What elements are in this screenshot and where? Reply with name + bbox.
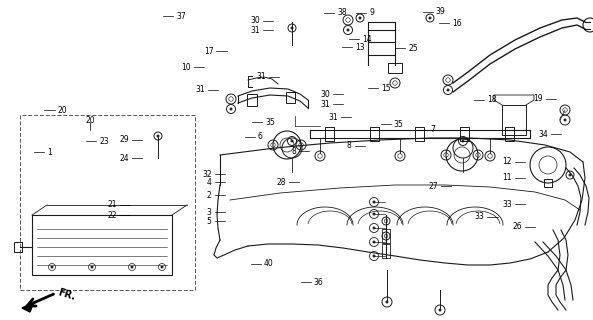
Text: 31: 31 <box>195 85 205 94</box>
Text: 5: 5 <box>207 217 212 226</box>
Text: 30: 30 <box>320 90 330 99</box>
Polygon shape <box>22 302 34 312</box>
Text: 14: 14 <box>362 35 372 44</box>
Circle shape <box>359 17 361 19</box>
Circle shape <box>373 227 375 229</box>
Text: 15: 15 <box>381 84 391 92</box>
Bar <box>505 127 515 141</box>
Text: 37: 37 <box>176 12 186 20</box>
Bar <box>416 127 425 141</box>
Bar <box>371 127 380 141</box>
Circle shape <box>161 266 163 268</box>
Circle shape <box>91 266 93 268</box>
Text: 34: 34 <box>538 130 548 139</box>
Circle shape <box>373 213 375 215</box>
Bar <box>247 94 257 106</box>
Circle shape <box>373 241 375 243</box>
Bar <box>502 105 526 135</box>
Text: 33: 33 <box>502 200 512 209</box>
Circle shape <box>291 140 293 142</box>
Text: 18: 18 <box>487 95 496 104</box>
Text: 10: 10 <box>181 63 191 72</box>
Text: 33: 33 <box>474 212 484 221</box>
Text: 20: 20 <box>85 116 95 124</box>
Circle shape <box>51 266 53 268</box>
Bar <box>14 242 22 252</box>
Text: 2: 2 <box>207 191 212 200</box>
Bar <box>388 63 402 73</box>
Text: 26: 26 <box>513 222 522 231</box>
Bar <box>286 92 295 102</box>
Text: 31: 31 <box>329 113 338 122</box>
Text: 28: 28 <box>276 178 286 187</box>
Text: 12: 12 <box>502 157 512 166</box>
Text: 4: 4 <box>207 178 212 187</box>
Text: 31: 31 <box>256 72 266 81</box>
Text: 6: 6 <box>258 132 263 141</box>
Text: 8: 8 <box>347 141 352 150</box>
Text: 35: 35 <box>394 120 404 129</box>
Text: 30: 30 <box>250 16 260 25</box>
Text: 31: 31 <box>321 100 330 108</box>
Circle shape <box>347 29 349 31</box>
Bar <box>461 127 470 141</box>
Circle shape <box>439 309 441 311</box>
Text: 38: 38 <box>337 8 347 17</box>
Circle shape <box>462 140 464 142</box>
Circle shape <box>386 301 388 303</box>
Text: 39: 39 <box>436 7 446 16</box>
Text: FR.: FR. <box>57 288 77 302</box>
Bar <box>326 127 334 141</box>
Circle shape <box>564 119 566 121</box>
Text: 17: 17 <box>204 47 213 56</box>
Circle shape <box>291 27 293 29</box>
Text: 13: 13 <box>355 43 365 52</box>
Text: 36: 36 <box>314 278 324 287</box>
Circle shape <box>373 201 375 203</box>
Text: 16: 16 <box>452 19 461 28</box>
Text: 8: 8 <box>291 147 296 156</box>
Text: 32: 32 <box>202 170 212 179</box>
Text: 3: 3 <box>207 208 212 217</box>
Bar <box>382 244 390 258</box>
Circle shape <box>429 17 431 19</box>
Bar <box>32 215 172 275</box>
Text: 21: 21 <box>108 200 117 209</box>
Text: 31: 31 <box>250 26 260 35</box>
Text: 22: 22 <box>108 211 117 220</box>
Text: 27: 27 <box>429 182 438 191</box>
Text: 40: 40 <box>264 260 274 268</box>
Bar <box>382 229 390 243</box>
Circle shape <box>157 135 159 137</box>
Text: 7: 7 <box>430 125 435 134</box>
Text: 9: 9 <box>369 8 374 17</box>
Text: 1: 1 <box>47 148 52 156</box>
Circle shape <box>131 266 133 268</box>
Text: 19: 19 <box>533 94 543 103</box>
Circle shape <box>447 89 449 91</box>
Bar <box>544 179 552 187</box>
Text: 20: 20 <box>58 106 67 115</box>
Circle shape <box>230 108 232 110</box>
Text: 29: 29 <box>119 135 129 144</box>
Text: 11: 11 <box>502 173 512 182</box>
Text: 23: 23 <box>99 137 109 146</box>
Circle shape <box>373 255 375 257</box>
Text: 25: 25 <box>408 44 417 52</box>
Bar <box>20 115 195 290</box>
Text: 24: 24 <box>119 154 129 163</box>
Circle shape <box>569 174 571 176</box>
Text: 35: 35 <box>265 118 275 127</box>
